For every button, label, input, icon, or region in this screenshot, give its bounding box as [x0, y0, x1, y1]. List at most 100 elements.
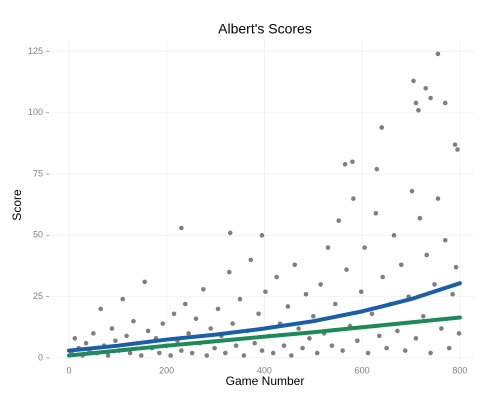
point: [395, 328, 400, 334]
point: [179, 225, 184, 231]
point: [233, 343, 239, 348]
point: [142, 279, 148, 285]
trend-line: [66, 315, 462, 358]
point: [417, 215, 423, 221]
point: [248, 257, 254, 263]
x-tick-label: 800: [452, 365, 467, 375]
point: [182, 301, 188, 307]
point: [402, 348, 408, 353]
y-tick-label: 50: [33, 230, 43, 240]
point: [189, 350, 195, 356]
point: [398, 262, 404, 268]
point: [223, 350, 228, 356]
point: [204, 353, 210, 358]
point: [369, 311, 375, 317]
point: [358, 289, 364, 295]
point: [373, 210, 379, 216]
point: [208, 326, 213, 331]
point: [428, 350, 433, 356]
y-axis-label: Score: [10, 189, 24, 221]
point: [365, 350, 371, 356]
y-tick-label: 0: [38, 352, 43, 362]
point: [435, 196, 441, 201]
point: [105, 353, 111, 358]
point: [281, 343, 287, 348]
chart-title: Albert's Scores: [218, 21, 312, 37]
point: [442, 100, 448, 106]
point: [416, 108, 421, 113]
point: [72, 336, 78, 341]
y-tick-label: 100: [28, 107, 43, 117]
point: [336, 218, 342, 223]
point: [362, 245, 367, 250]
point: [127, 350, 133, 356]
point: [120, 296, 126, 302]
point: [423, 85, 429, 91]
point: [333, 301, 338, 307]
y-tick-label: 75: [33, 168, 43, 178]
point: [453, 264, 459, 270]
point: [145, 328, 151, 334]
x-tick-label: 0: [66, 365, 71, 375]
point: [342, 161, 348, 167]
point: [201, 286, 206, 292]
point: [432, 282, 437, 287]
point: [318, 282, 323, 287]
point: [138, 353, 144, 358]
point: [314, 350, 320, 356]
point: [446, 345, 452, 351]
point: [83, 340, 89, 346]
point: [98, 306, 104, 312]
point: [391, 233, 397, 238]
point: [237, 296, 243, 302]
point: [270, 350, 276, 356]
x-tick-label: 200: [159, 365, 174, 375]
point: [289, 353, 294, 358]
point: [171, 311, 177, 317]
point: [413, 100, 419, 106]
point: [227, 230, 233, 236]
point: [256, 311, 261, 317]
point: [325, 245, 331, 250]
point: [263, 289, 268, 295]
trend-line: [66, 281, 462, 353]
point: [351, 196, 356, 201]
point: [285, 304, 291, 309]
point: [413, 336, 419, 341]
point: [109, 326, 115, 331]
point: [424, 252, 430, 258]
y-tick-label: 125: [28, 46, 43, 56]
point: [124, 333, 129, 339]
point: [420, 313, 426, 319]
x-tick-label: 600: [355, 365, 370, 375]
point: [193, 316, 199, 322]
point: [428, 95, 433, 101]
point: [186, 331, 191, 336]
point: [311, 313, 316, 319]
x-tick-label: 400: [257, 365, 272, 375]
point: [296, 326, 301, 331]
point: [215, 306, 221, 312]
point: [435, 51, 441, 57]
point: [157, 350, 162, 356]
point: [179, 348, 184, 353]
point: [131, 318, 136, 324]
point: [307, 336, 312, 341]
point: [376, 333, 382, 339]
point: [274, 274, 279, 280]
point: [340, 348, 345, 353]
point: [226, 269, 232, 275]
point: [384, 345, 389, 351]
point: [303, 291, 309, 297]
point: [252, 340, 257, 346]
point: [350, 159, 355, 165]
point: [241, 353, 247, 358]
point: [259, 233, 265, 238]
point: [411, 78, 416, 84]
point: [455, 147, 460, 152]
point: [168, 353, 173, 358]
point: [374, 166, 380, 172]
x-axis-label: Game Number: [226, 374, 305, 388]
point: [439, 326, 444, 331]
